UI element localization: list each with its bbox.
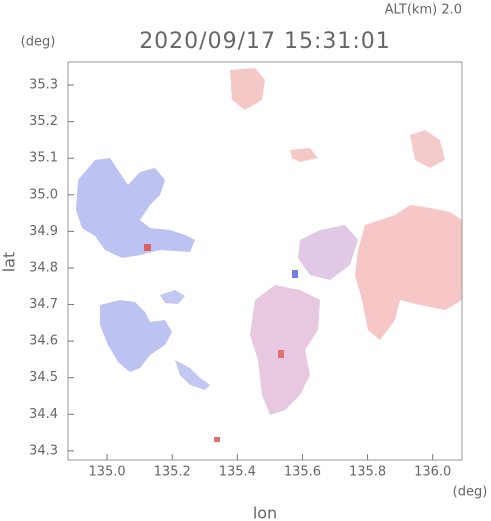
y-tick-label: 34.5 [29,370,58,385]
y-tick-label: 34.6 [29,334,58,349]
echo-cell [292,270,298,278]
y-tick-label: 35.1 [29,151,58,166]
y-tick-label: 35.0 [29,187,58,202]
echo-region [410,130,445,168]
echo-region [355,205,462,340]
echo-field [76,68,462,442]
echo-region [175,360,210,390]
y-tick-label: 35.3 [29,78,58,93]
echo-region [100,300,172,372]
echo-cell [144,244,151,251]
echo-region [250,285,320,415]
x-tick-label: 135.0 [88,465,125,480]
echo-region [160,290,185,304]
x-tick-label: 135.6 [284,465,321,480]
y-unit: (deg) [21,35,56,50]
echo-region [76,158,195,258]
y-tick-label: 34.4 [29,407,58,422]
x-tick-label: 135.8 [349,465,386,480]
y-tick-label: 35.2 [29,114,58,129]
x-tick-label: 136.0 [414,465,451,480]
x-axis-label: lon [253,504,277,521]
map-title: 2020/09/17 15:31:01 [139,29,391,54]
x-unit: (deg) [453,485,488,500]
echo-region [230,68,265,110]
plot-frame [67,61,463,461]
echo-region [298,225,358,280]
y-tick-label: 34.7 [29,297,58,312]
echo-cell [278,350,284,358]
y-tick-label: 34.8 [29,260,58,275]
echo-region [290,148,318,162]
x-tick-label: 135.4 [219,465,256,480]
y-axis-label: lat [0,252,19,273]
x-tick-label: 135.2 [154,465,191,480]
echo-cell [214,437,220,442]
altitude-label: ALT(km) 2.0 [385,3,462,18]
y-tick-label: 34.9 [29,224,58,239]
y-tick-label: 34.3 [29,443,58,458]
